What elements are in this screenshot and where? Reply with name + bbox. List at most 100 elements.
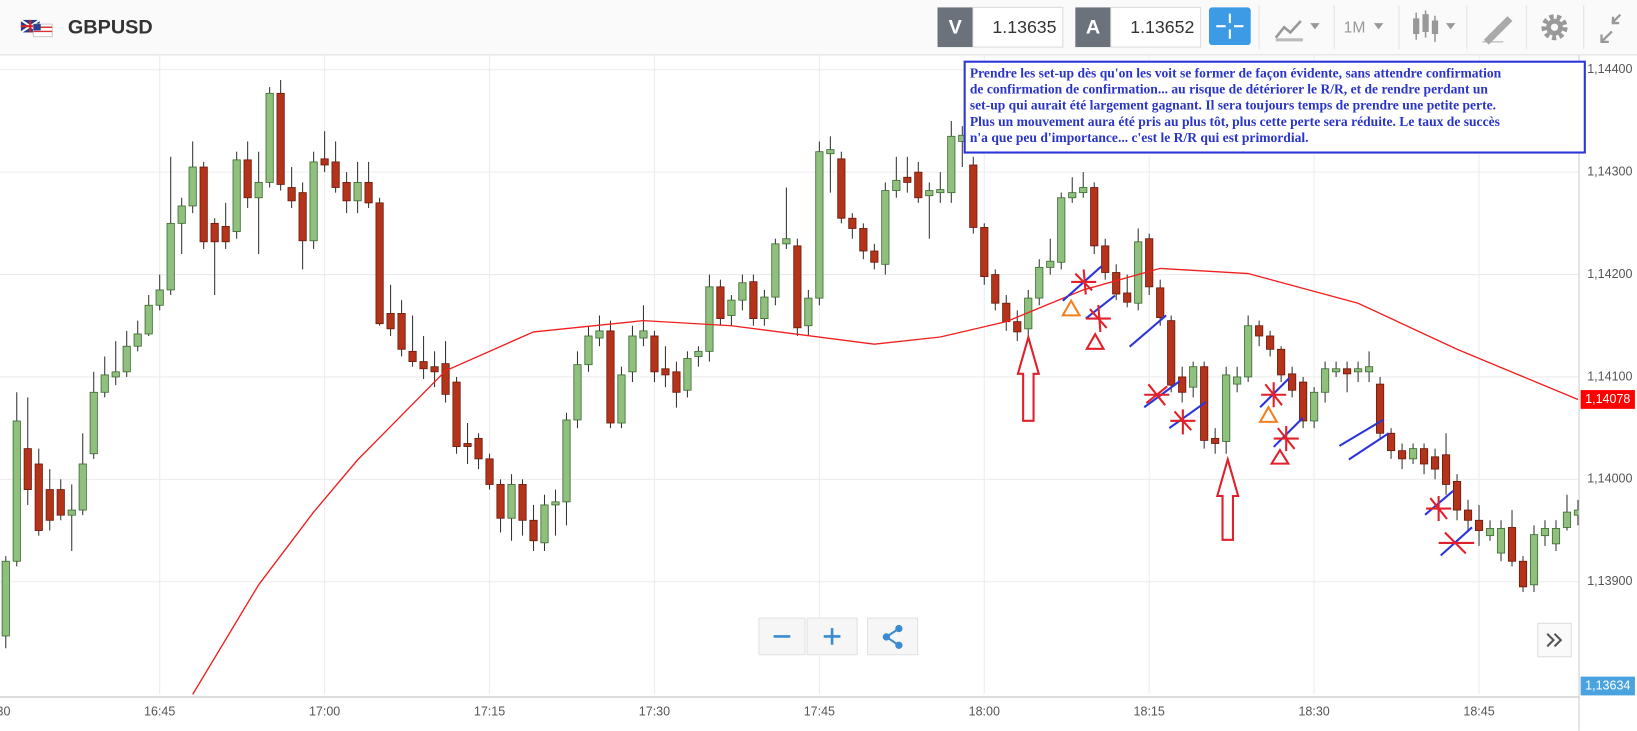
candle-body bbox=[386, 313, 395, 330]
price-marker-label: 1,13634 bbox=[1585, 678, 1630, 692]
candle-body bbox=[1474, 519, 1484, 531]
candle-body bbox=[1485, 528, 1495, 537]
buy-button[interactable] bbox=[1075, 7, 1111, 48]
crosshair-button[interactable] bbox=[1208, 7, 1251, 45]
buy-price-box[interactable] bbox=[1110, 6, 1202, 48]
candle-body bbox=[1441, 454, 1451, 485]
candle-body bbox=[496, 484, 505, 519]
candle-body bbox=[507, 484, 516, 519]
candle-body bbox=[1057, 197, 1066, 263]
candle-body bbox=[1529, 534, 1539, 586]
candle-body bbox=[914, 171, 923, 199]
collapse-button[interactable] bbox=[1600, 13, 1622, 44]
draw-tool-button[interactable] bbox=[1482, 16, 1513, 45]
up-arrow bbox=[1016, 333, 1041, 422]
up-arrow bbox=[1215, 455, 1240, 541]
candle-body bbox=[617, 374, 626, 424]
x-tick-label: 18:30 bbox=[1298, 704, 1329, 718]
candle-body bbox=[144, 304, 153, 335]
candle-body bbox=[122, 345, 131, 373]
note-line: set-up qui aurait été largement gagnant.… bbox=[970, 98, 1496, 113]
toolbar: GBPUSD V 1.13635 A 1.13652 1M bbox=[0, 0, 1637, 56]
chart-type-button[interactable] bbox=[1274, 20, 1320, 42]
flag-icon bbox=[20, 19, 53, 38]
candle-body bbox=[419, 361, 428, 370]
candle-body bbox=[1112, 272, 1121, 295]
y-tick-label: 1,14000 bbox=[1587, 472, 1632, 486]
candle-body bbox=[1288, 373, 1297, 391]
candle-body bbox=[89, 391, 98, 455]
candle-body bbox=[881, 190, 890, 265]
candle-body bbox=[947, 135, 956, 194]
candle-body bbox=[804, 297, 813, 327]
candle-body bbox=[650, 335, 659, 373]
candle-body bbox=[1332, 368, 1341, 373]
candle-body bbox=[1299, 381, 1308, 422]
candle-body bbox=[111, 371, 120, 378]
candle-body bbox=[859, 228, 868, 252]
candle-body bbox=[155, 289, 164, 306]
candle-body bbox=[430, 366, 439, 373]
candle-body bbox=[771, 243, 780, 298]
y-tick-label: 1,13900 bbox=[1587, 574, 1632, 588]
toolbar-separators bbox=[1258, 5, 1585, 50]
candle-body bbox=[397, 313, 406, 350]
candle-style-button[interactable] bbox=[1413, 10, 1456, 42]
candle-body bbox=[1540, 528, 1550, 537]
candle-body bbox=[1573, 509, 1579, 516]
candle-body bbox=[265, 92, 274, 183]
candle-body bbox=[705, 286, 714, 352]
candle-body bbox=[1496, 528, 1506, 554]
sell-price-box[interactable] bbox=[972, 6, 1064, 48]
share-button[interactable] bbox=[867, 617, 919, 656]
x-tick-label: 17:00 bbox=[309, 704, 340, 718]
scroll-end-icon bbox=[1546, 633, 1563, 648]
candle-body bbox=[221, 226, 230, 243]
sell-label: V bbox=[949, 17, 963, 39]
settings-button[interactable] bbox=[1541, 14, 1568, 41]
candle-body bbox=[1518, 560, 1528, 588]
candle-body bbox=[474, 437, 483, 460]
buy-label: A bbox=[1086, 17, 1100, 39]
crosshair-icon bbox=[1216, 13, 1244, 39]
candle-body bbox=[837, 158, 846, 219]
candle-body bbox=[1562, 511, 1572, 528]
candle-body bbox=[727, 299, 736, 316]
candle-body bbox=[254, 181, 263, 199]
candle-body bbox=[639, 330, 648, 339]
y-tick-label: 1,14200 bbox=[1587, 267, 1632, 281]
candle-body bbox=[1255, 325, 1264, 337]
candle-body bbox=[1507, 527, 1517, 562]
candle-body bbox=[342, 181, 351, 202]
candle-body bbox=[562, 419, 571, 503]
candle-body bbox=[1079, 187, 1088, 194]
timeframe[interactable]: 1M bbox=[1344, 19, 1366, 36]
candle-body bbox=[177, 205, 186, 224]
candle-body bbox=[199, 166, 208, 243]
candle-body bbox=[1321, 368, 1330, 393]
candle-body bbox=[969, 164, 978, 228]
price-marker bbox=[1580, 676, 1635, 696]
candle-body bbox=[1452, 480, 1462, 511]
candle-body bbox=[452, 381, 461, 447]
symbol[interactable]: GBPUSD bbox=[68, 17, 153, 39]
candle-body bbox=[166, 222, 175, 291]
candle-body bbox=[188, 166, 197, 207]
sell-price: 1.13635 bbox=[992, 17, 1056, 37]
sell-button[interactable] bbox=[937, 7, 974, 48]
candle-body bbox=[848, 217, 857, 229]
candle-body bbox=[485, 458, 494, 485]
candle-body bbox=[232, 159, 241, 232]
candle-body bbox=[67, 509, 76, 516]
candle-body bbox=[793, 245, 802, 329]
candle-body bbox=[287, 187, 296, 202]
candle-body bbox=[1277, 348, 1286, 376]
candle-body bbox=[892, 179, 901, 192]
candle-body bbox=[1376, 383, 1385, 434]
x-tick-label: 17:45 bbox=[804, 704, 835, 718]
candle-body bbox=[1123, 292, 1132, 303]
candle-body bbox=[716, 286, 725, 319]
candle-body bbox=[1156, 287, 1165, 318]
